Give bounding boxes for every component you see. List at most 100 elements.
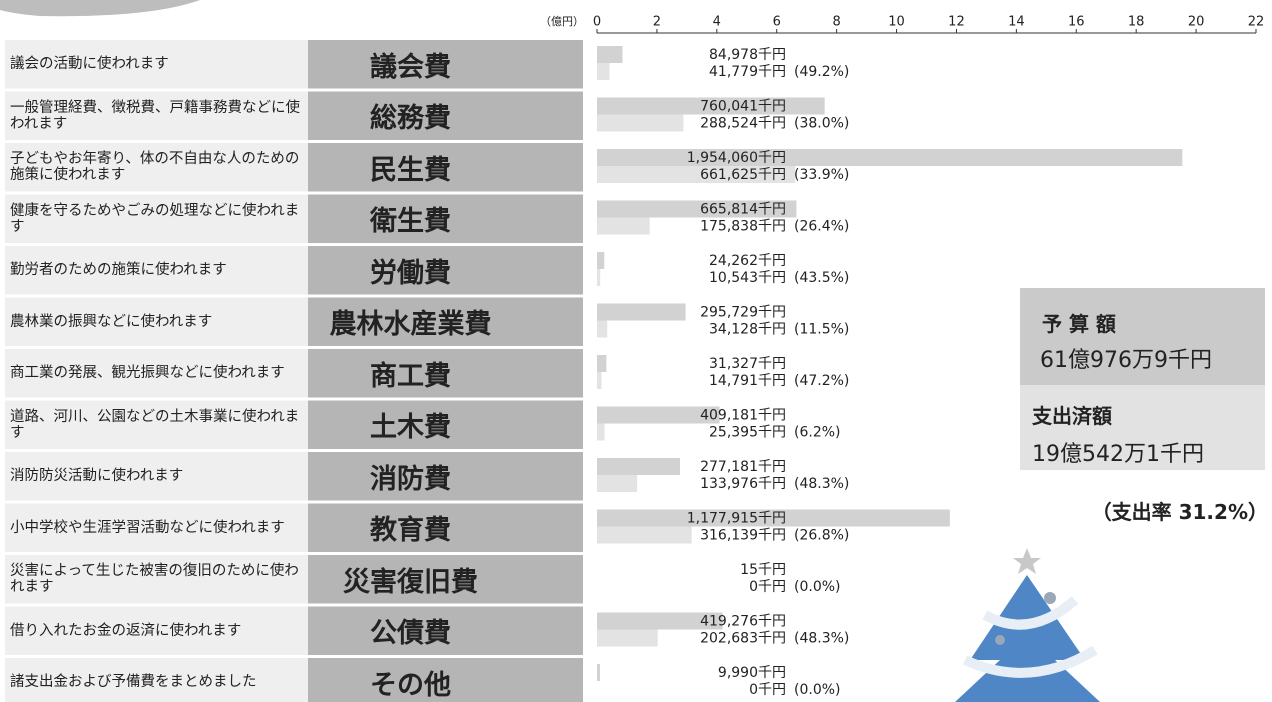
category-label: 農林水産業費: [308, 298, 583, 347]
rate-label: (0.0%): [794, 682, 841, 698]
bar: [597, 252, 604, 269]
bar: [597, 304, 686, 321]
axis-unit-label: （億円）: [540, 15, 584, 28]
x-tick-label: 0: [593, 15, 601, 30]
budget-amount: 61億976万9千円: [1040, 342, 1212, 374]
bar: [597, 372, 601, 389]
x-tick-label: 14: [1008, 15, 1025, 30]
bar: [597, 424, 605, 441]
x-tick-label: 2: [653, 15, 661, 30]
value-label: 760,041千円: [700, 99, 786, 115]
description: 農林業の振興などに使われます: [10, 298, 302, 347]
rate-label: (47.2%): [794, 373, 849, 389]
value-label: 288,524千円: [700, 116, 786, 132]
category-label: 衛生費: [308, 195, 583, 244]
value-label: 202,683千円: [700, 631, 786, 647]
bar: [597, 149, 1182, 166]
rate-label: (49.2%): [794, 64, 849, 80]
value-label: 175,838千円: [700, 219, 786, 235]
value-label: 14,791千円: [709, 373, 786, 389]
rate-label: (43.5%): [794, 270, 849, 286]
value-label: 661,625千円: [700, 167, 786, 183]
x-tick-label: 6: [773, 15, 781, 30]
description: 災害によって生じた被害の復旧のために使われます: [10, 555, 302, 604]
x-tick-label: 22: [1248, 15, 1265, 30]
category-label: 消防費: [308, 452, 583, 501]
rate-label: (26.4%): [794, 219, 849, 235]
bar: [597, 527, 692, 544]
bar: [597, 355, 606, 372]
budget-label: 予 算 額: [1042, 308, 1116, 337]
category-label: 民生費: [308, 143, 583, 192]
bar: [597, 458, 680, 475]
rate-label: (38.0%): [794, 116, 849, 132]
rate-label: (48.3%): [794, 631, 849, 647]
spent-amount: 19億542万1千円: [1032, 436, 1204, 468]
value-label: 41,779千円: [709, 64, 786, 80]
description: 一般管理経費、徴税費、戸籍事務費などに使われます: [10, 92, 302, 141]
category-label: 商工費: [308, 349, 583, 398]
value-label: 84,978千円: [709, 47, 786, 63]
spent-label: 支出済額: [1032, 400, 1112, 429]
rate-label: (48.3%): [794, 476, 849, 492]
bar: [597, 475, 637, 492]
value-label: 295,729千円: [700, 305, 786, 321]
value-label: 34,128千円: [709, 322, 786, 338]
x-tick-label: 10: [888, 15, 905, 30]
value-label: 10,543千円: [709, 270, 786, 286]
value-label: 409,181千円: [700, 408, 786, 424]
value-label: 665,814千円: [700, 202, 786, 218]
value-label: 0千円: [749, 682, 786, 698]
category-label: 総務費: [308, 92, 583, 141]
description: 子どもやお年寄り、体の不自由な人のための施策に使われます: [10, 143, 302, 192]
category-label: 公債費: [308, 607, 583, 656]
value-label: 133,976千円: [700, 476, 786, 492]
category-label: 労働費: [308, 246, 583, 295]
bar: [597, 269, 600, 286]
description: 勤労者のための施策に使われます: [10, 246, 302, 295]
description: 商工業の発展、観光振興などに使われます: [10, 349, 302, 398]
value-label: 24,262千円: [709, 253, 786, 269]
rate-label: (11.5%): [794, 322, 849, 338]
description: 消防防災活動に使われます: [10, 452, 302, 501]
x-tick-label: 4: [713, 15, 721, 30]
description: 議会の活動に使われます: [10, 40, 302, 89]
category-label: その他: [308, 658, 583, 702]
value-label: 316,139千円: [700, 528, 786, 544]
x-tick-label: 20: [1188, 15, 1205, 30]
bar: [597, 63, 610, 80]
bar: [597, 218, 650, 235]
category-label: 議会費: [308, 40, 583, 89]
description: 道路、河川、公園などの土木事業に使われます: [10, 401, 302, 450]
x-tick-label: 12: [948, 15, 965, 30]
value-label: 1,177,915千円: [687, 511, 786, 527]
value-label: 0千円: [749, 579, 786, 595]
description: 小中学校や生涯学習活動などに使われます: [10, 504, 302, 553]
value-label: 9,990千円: [718, 665, 786, 681]
bar: [597, 664, 600, 681]
x-tick-label: 18: [1128, 15, 1145, 30]
spent-rate: （支出率 31.2%）: [1092, 496, 1268, 525]
description: 借り入れたお金の返済に使われます: [10, 607, 302, 656]
description: 健康を守るためやごみの処理などに使われます: [10, 195, 302, 244]
value-label: 31,327千円: [709, 356, 786, 372]
bar: [597, 630, 658, 647]
description: 諸支出金および予備費をまとめました: [10, 658, 302, 702]
value-label: 277,181千円: [700, 459, 786, 475]
category-label: 災害復旧費: [308, 555, 583, 604]
x-tick-label: 8: [832, 15, 840, 30]
value-label: 15千円: [740, 562, 786, 578]
tree-illustration: [955, 548, 1100, 702]
page: （億円） 0 2 4 6 8 10 12 14 16 18 20 22 84,978千円41,779千円 (…: [0, 0, 1272, 702]
value-label: 1,954,060千円: [687, 150, 786, 166]
category-label: 土木費: [308, 401, 583, 450]
bar: [597, 46, 622, 63]
x-tick-label: 16: [1068, 15, 1085, 30]
rate-label: (6.2%): [794, 425, 841, 441]
value-label: 419,276千円: [700, 614, 786, 630]
category-label: 教育費: [308, 504, 583, 553]
bar: [597, 115, 683, 132]
bar: [597, 321, 607, 338]
rate-label: (26.8%): [794, 528, 849, 544]
decoration: [0, 0, 200, 16]
